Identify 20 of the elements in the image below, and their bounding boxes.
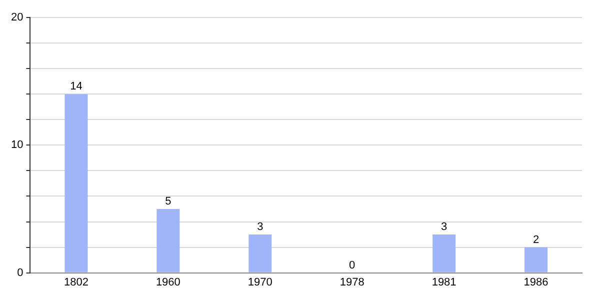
data-label: 3	[440, 221, 448, 234]
data-label: 0	[349, 259, 356, 272]
y-tick-label: 10	[10, 139, 24, 152]
bar	[524, 247, 548, 272]
x-tick-label: 1970	[248, 276, 272, 288]
data-label: 2	[532, 234, 540, 246]
bar	[64, 94, 88, 272]
bar	[432, 234, 456, 272]
x-tick-label: 1802	[64, 276, 88, 288]
x-tick-label: 1978	[340, 276, 364, 288]
x-tick-label: 1960	[156, 276, 180, 288]
bar	[248, 234, 272, 272]
y-tick-label: 20	[10, 12, 24, 24]
data-label: 14	[70, 80, 82, 93]
data-label: 3	[257, 221, 264, 234]
x-tick-label: 1986	[524, 276, 548, 288]
bar	[156, 209, 180, 272]
data-label: 5	[165, 196, 172, 208]
x-tick-label: 1981	[432, 276, 456, 288]
y-tick-label: 0	[17, 266, 24, 279]
